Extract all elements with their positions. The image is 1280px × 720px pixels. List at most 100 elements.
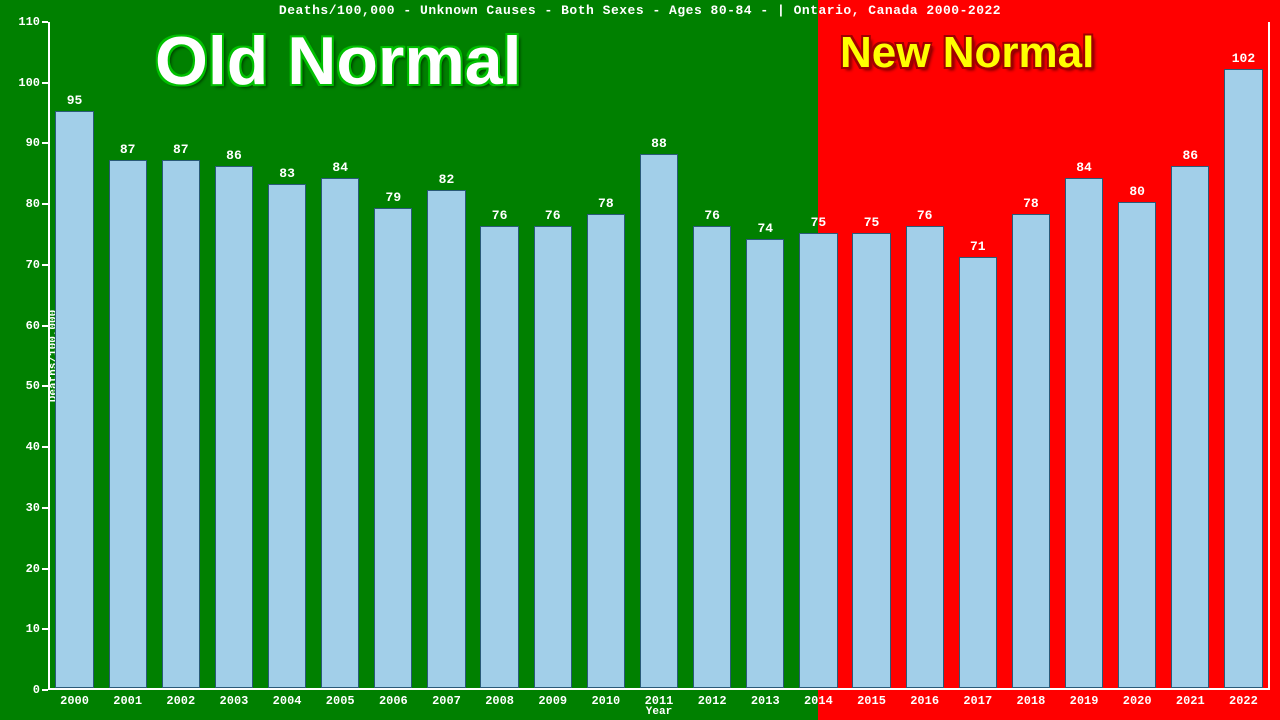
bar-value-label: 75 bbox=[811, 215, 827, 230]
bar-value-label: 76 bbox=[704, 208, 720, 223]
x-tick-label: 2005 bbox=[326, 694, 355, 708]
y-tick-label: 50 bbox=[26, 379, 40, 393]
bar-value-label: 84 bbox=[332, 160, 348, 175]
x-tick-label: 2002 bbox=[166, 694, 195, 708]
bar: 86 bbox=[1171, 166, 1209, 688]
bar-slot: 802020 bbox=[1111, 22, 1164, 690]
bar: 76 bbox=[693, 226, 731, 688]
x-tick-label: 2006 bbox=[379, 694, 408, 708]
y-tick-label: 30 bbox=[26, 501, 40, 515]
bar-value-label: 88 bbox=[651, 136, 667, 151]
bar-slot: 842005 bbox=[314, 22, 367, 690]
x-tick-label: 2014 bbox=[804, 694, 833, 708]
bar: 95 bbox=[55, 111, 93, 688]
y-tick-label: 100 bbox=[18, 76, 40, 90]
x-tick-label: 2004 bbox=[273, 694, 302, 708]
bar-slot: 742013 bbox=[739, 22, 792, 690]
bar: 88 bbox=[640, 154, 678, 688]
overlay-text: Old Normal bbox=[155, 22, 522, 100]
y-tick bbox=[42, 689, 48, 691]
x-tick-label: 2008 bbox=[485, 694, 514, 708]
bar-slot: 712017 bbox=[951, 22, 1004, 690]
bar-value-label: 84 bbox=[1076, 160, 1092, 175]
x-tick-label: 2021 bbox=[1176, 694, 1205, 708]
y-tick bbox=[42, 264, 48, 266]
x-tick-label: 2001 bbox=[113, 694, 142, 708]
bar: 75 bbox=[852, 233, 890, 688]
bar: 78 bbox=[587, 214, 625, 688]
bar: 102 bbox=[1224, 69, 1262, 688]
y-tick bbox=[42, 568, 48, 570]
bar: 84 bbox=[321, 178, 359, 688]
x-tick-label: 2019 bbox=[1070, 694, 1099, 708]
x-tick-label: 2010 bbox=[591, 694, 620, 708]
bar-slot: 762009 bbox=[526, 22, 579, 690]
y-tick-label: 80 bbox=[26, 197, 40, 211]
bar: 79 bbox=[374, 208, 412, 688]
bar-value-label: 78 bbox=[1023, 196, 1039, 211]
y-tick bbox=[42, 82, 48, 84]
bar-slot: 952000 bbox=[48, 22, 101, 690]
bars-container: 9520008720018720028620038320048420057920… bbox=[48, 22, 1270, 690]
bar-value-label: 78 bbox=[598, 196, 614, 211]
bar-value-label: 75 bbox=[864, 215, 880, 230]
bar-value-label: 79 bbox=[386, 190, 402, 205]
bar-value-label: 76 bbox=[917, 208, 933, 223]
bar-slot: 782010 bbox=[579, 22, 632, 690]
bar-slot: 762012 bbox=[686, 22, 739, 690]
y-tick-label: 110 bbox=[18, 15, 40, 29]
bar-slot: 1022022 bbox=[1217, 22, 1270, 690]
y-tick-label: 20 bbox=[26, 562, 40, 576]
x-tick-label: 2015 bbox=[857, 694, 886, 708]
bar: 83 bbox=[268, 184, 306, 688]
bar: 76 bbox=[906, 226, 944, 688]
bar-value-label: 86 bbox=[226, 148, 242, 163]
y-tick-label: 0 bbox=[33, 683, 40, 697]
y-tick-label: 40 bbox=[26, 440, 40, 454]
bar-slot: 862003 bbox=[207, 22, 260, 690]
bar-slot: 872001 bbox=[101, 22, 154, 690]
x-tick-label: 2013 bbox=[751, 694, 780, 708]
bar: 80 bbox=[1118, 202, 1156, 688]
bar: 74 bbox=[746, 239, 784, 688]
x-tick-label: 2003 bbox=[220, 694, 249, 708]
bar-value-label: 76 bbox=[492, 208, 508, 223]
x-tick-label: 2009 bbox=[538, 694, 567, 708]
x-tick-label: 2011 bbox=[645, 694, 674, 708]
bar-value-label: 74 bbox=[757, 221, 773, 236]
x-tick-label: 2000 bbox=[60, 694, 89, 708]
x-tick-label: 2017 bbox=[963, 694, 992, 708]
y-tick bbox=[42, 203, 48, 205]
x-tick-label: 2018 bbox=[1017, 694, 1046, 708]
y-tick bbox=[42, 628, 48, 630]
bar: 87 bbox=[109, 160, 147, 688]
bar-value-label: 80 bbox=[1129, 184, 1145, 199]
bar-value-label: 95 bbox=[67, 93, 83, 108]
bar: 76 bbox=[534, 226, 572, 688]
bar-value-label: 102 bbox=[1232, 51, 1255, 66]
y-tick-label: 10 bbox=[26, 622, 40, 636]
bar-value-label: 87 bbox=[120, 142, 136, 157]
y-tick-label: 90 bbox=[26, 136, 40, 150]
bar: 87 bbox=[162, 160, 200, 688]
bar: 84 bbox=[1065, 178, 1103, 688]
bar: 82 bbox=[427, 190, 465, 688]
bar-value-label: 87 bbox=[173, 142, 189, 157]
y-tick bbox=[42, 507, 48, 509]
bar: 76 bbox=[480, 226, 518, 688]
y-tick bbox=[42, 325, 48, 327]
bar-slot: 782018 bbox=[1004, 22, 1057, 690]
bar-slot: 882011 bbox=[632, 22, 685, 690]
bar-slot: 792006 bbox=[367, 22, 420, 690]
y-tick bbox=[42, 446, 48, 448]
x-tick-label: 2022 bbox=[1229, 694, 1258, 708]
bar: 86 bbox=[215, 166, 253, 688]
x-tick-label: 2020 bbox=[1123, 694, 1152, 708]
bar-slot: 872002 bbox=[154, 22, 207, 690]
y-tick bbox=[42, 21, 48, 23]
bar-value-label: 83 bbox=[279, 166, 295, 181]
bar-slot: 832004 bbox=[261, 22, 314, 690]
y-tick bbox=[42, 142, 48, 144]
bar-value-label: 86 bbox=[1182, 148, 1198, 163]
plot-area: Deaths/100,000 Year 95200087200187200286… bbox=[48, 22, 1270, 690]
